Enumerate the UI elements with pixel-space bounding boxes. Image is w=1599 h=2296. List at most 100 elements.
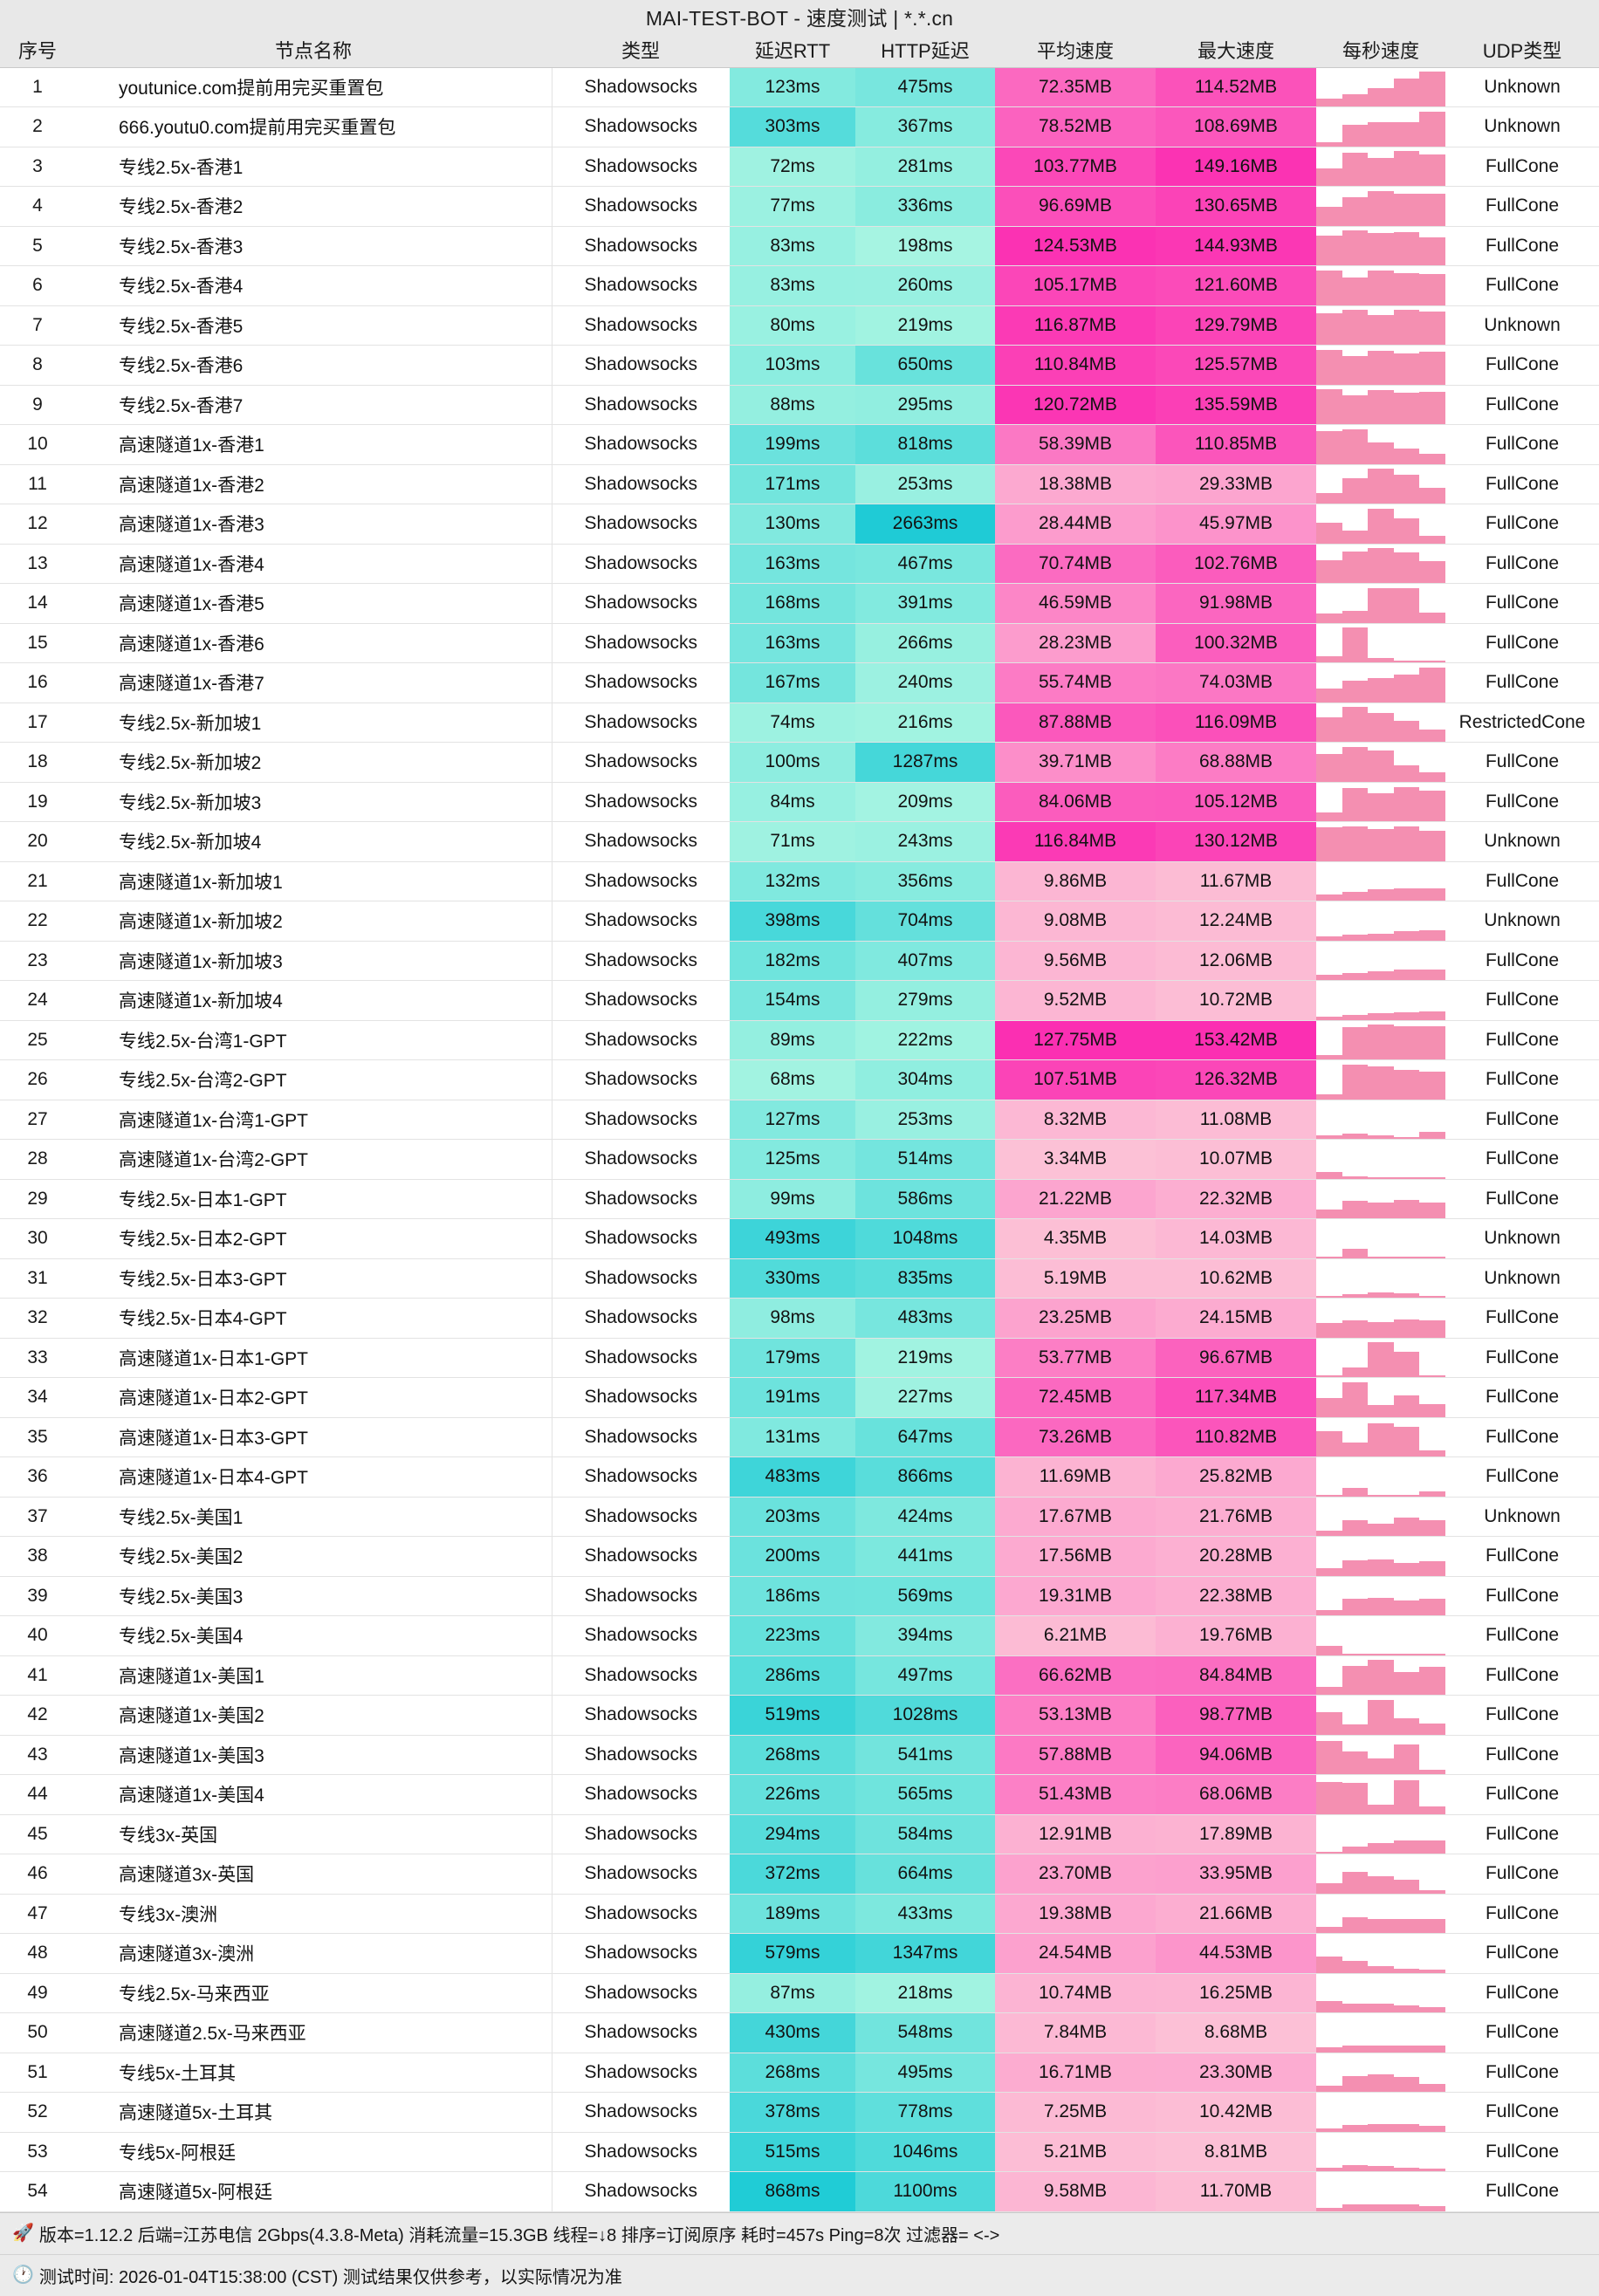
cell-avg-speed: 105.17MB [995,265,1156,306]
table-row[interactable]: 13 高速隧道1x-香港4 Shadowsocks 163ms 467ms 70.74MB… [0,544,1599,584]
table-row[interactable]: 4 专线2.5x-香港2 Shadowsocks 77ms 336ms 96.69MB 13… [0,186,1599,227]
table-row[interactable]: 54 高速隧道5x-阿根廷 Shadowsocks 868ms 1100ms 9.58MB… [0,2171,1599,2212]
cell-rtt: 72ms [730,147,855,187]
table-row[interactable]: 42 高速隧道1x-美国2 Shadowsocks 519ms 1028ms 53.13M… [0,1695,1599,1736]
table-body: 1 youtunice.com提前用完买重置包 Shadowsocks 123ms 47… [0,67,1599,2212]
table-row[interactable]: 32 专线2.5x-日本4-GPT Shadowsocks 98ms 483ms 23.2… [0,1298,1599,1339]
speedtest-results-table: 序号 节点名称 类型 延迟RTT HTTP延迟 平均速度 最大速度 每秒速度 U… [0,33,1599,2212]
table-row[interactable]: 44 高速隧道1x-美国4 Shadowsocks 226ms 565ms 51.43MB… [0,1774,1599,1815]
table-row[interactable]: 7 专线2.5x-香港5 Shadowsocks 80ms 219ms 116.87MB 1… [0,305,1599,346]
table-row[interactable]: 18 专线2.5x-新加坡2 Shadowsocks 100ms 1287ms 39.71… [0,742,1599,783]
column-header-udp-type[interactable]: UDP类型 [1445,33,1599,68]
table-row[interactable]: 3 专线2.5x-香港1 Shadowsocks 72ms 281ms 103.77MB 1… [0,147,1599,187]
sparkline-bar [1419,72,1445,106]
cell-avg-speed: 57.88MB [995,1735,1156,1775]
table-row[interactable]: 10 高速隧道1x-香港1 Shadowsocks 199ms 818ms 58.39MB… [0,424,1599,465]
cell-type: Shadowsocks [552,821,730,862]
table-row[interactable]: 8 专线2.5x-香港6 Shadowsocks 103ms 650ms 110.84MB… [0,345,1599,386]
cell-udp-type: FullCone [1445,226,1599,266]
table-row[interactable]: 17 专线2.5x-新加坡1 Shadowsocks 74ms 216ms 87.88MB… [0,703,1599,743]
table-row[interactable]: 24 高速隧道1x-新加坡4 Shadowsocks 154ms 279ms 9.52MB… [0,980,1599,1021]
table-row[interactable]: 9 专线2.5x-香港7 Shadowsocks 88ms 295ms 120.72MB 1… [0,385,1599,425]
column-header-avg-speed[interactable]: 平均速度 [995,33,1156,68]
cell-rtt: 179ms [730,1338,855,1378]
cell-avg-speed: 23.70MB [995,1854,1156,1895]
table-row[interactable]: 46 高速隧道3x-英国 Shadowsocks 372ms 664ms 23.70MB 3… [0,1854,1599,1895]
column-header-type[interactable]: 类型 [552,33,730,68]
table-row[interactable]: 50 高速隧道2.5x-马来西亚 Shadowsocks 430ms 548ms 7.84… [0,2012,1599,2053]
cell-avg-speed: 19.31MB [995,1576,1156,1616]
table-row[interactable]: 20 专线2.5x-新加坡4 Shadowsocks 71ms 243ms 116.84M… [0,821,1599,862]
sparkline-bar [1342,153,1369,186]
cell-udp-type: FullCone [1445,742,1599,783]
table-row[interactable]: 49 专线2.5x-马来西亚 Shadowsocks 87ms 218ms 10.74MB… [0,1973,1599,2013]
table-row[interactable]: 23 高速隧道1x-新加坡3 Shadowsocks 182ms 407ms 9.56MB… [0,941,1599,981]
table-row[interactable]: 11 高速隧道1x-香港2 Shadowsocks 171ms 253ms 18.38MB… [0,464,1599,504]
table-row[interactable]: 35 高速隧道1x-日本3-GPT Shadowsocks 131ms 647ms 73.… [0,1417,1599,1457]
table-row[interactable]: 19 专线2.5x-新加坡3 Shadowsocks 84ms 209ms 84.06MB… [0,782,1599,822]
column-header-rtt[interactable]: 延迟RTT [730,33,855,68]
table-row[interactable]: 26 专线2.5x-台湾2-GPT Shadowsocks 68ms 304ms 107.… [0,1059,1599,1100]
sparkline-bar [1393,310,1420,345]
table-row[interactable]: 41 高速隧道1x-美国1 Shadowsocks 286ms 497ms 66.62MB… [0,1655,1599,1696]
cell-index: 51 [0,2053,75,2093]
table-row[interactable]: 22 高速隧道1x-新加坡2 Shadowsocks 398ms 704ms 9.08MB… [0,901,1599,942]
column-header-http-delay[interactable]: HTTP延迟 [855,33,995,68]
cell-udp-type: Unknown [1445,1258,1599,1299]
cell-rtt: 168ms [730,583,855,624]
cell-per-second-sparkline [1316,2053,1445,2093]
cell-type: Shadowsocks [552,385,730,425]
table-row[interactable]: 47 专线3x-澳洲 Shadowsocks 189ms 433ms 19.38MB 21.… [0,1894,1599,1934]
table-row[interactable]: 37 专线2.5x-美国1 Shadowsocks 203ms 424ms 17.67MB… [0,1497,1599,1537]
table-row[interactable]: 38 专线2.5x-美国2 Shadowsocks 200ms 441ms 17.56MB… [0,1536,1599,1577]
table-row[interactable]: 30 专线2.5x-日本2-GPT Shadowsocks 493ms 1048ms 4.… [0,1218,1599,1259]
table-row[interactable]: 33 高速隧道1x-日本1-GPT Shadowsocks 179ms 219ms 53.… [0,1338,1599,1378]
table-row[interactable]: 1 youtunice.com提前用完买重置包 Shadowsocks 123ms 47… [0,67,1599,107]
sparkline-bar [1316,141,1342,147]
rocket-icon: 🚀 [12,2224,34,2243]
table-row[interactable]: 36 高速隧道1x-日本4-GPT Shadowsocks 483ms 866ms 11.… [0,1456,1599,1498]
table-row[interactable]: 34 高速隧道1x-日本2-GPT Shadowsocks 191ms 227ms 72.… [0,1377,1599,1418]
column-header-per-second-speed[interactable]: 每秒速度 [1316,33,1445,68]
cell-avg-speed: 72.35MB [995,67,1156,107]
sparkline-bar [1393,1352,1420,1377]
sparkline-bar [1419,1025,1445,1059]
table-row[interactable]: 52 高速隧道5x-土耳其 Shadowsocks 378ms 778ms 7.25MB 1… [0,2092,1599,2133]
table-row[interactable]: 5 专线2.5x-香港3 Shadowsocks 83ms 198ms 124.53MB 1… [0,226,1599,266]
table-row[interactable]: 48 高速隧道3x-澳洲 Shadowsocks 579ms 1347ms 24.54MB… [0,1933,1599,1974]
table-row[interactable]: 27 高速隧道1x-台湾1-GPT Shadowsocks 127ms 253ms 8.3… [0,1100,1599,1140]
cell-max-speed: 16.25MB [1156,1973,1316,2013]
sparkline-bar [1419,1176,1445,1179]
sparkline-bar [1316,389,1342,424]
column-header-index[interactable]: 序号 [0,33,75,68]
table-row[interactable]: 39 专线2.5x-美国3 Shadowsocks 186ms 569ms 19.31MB… [0,1576,1599,1616]
table-row[interactable]: 25 专线2.5x-台湾1-GPT Shadowsocks 89ms 222ms 127.… [0,1020,1599,1060]
table-row[interactable]: 16 高速隧道1x-香港7 Shadowsocks 167ms 240ms 55.74MB… [0,662,1599,703]
table-row[interactable]: 40 专线2.5x-美国4 Shadowsocks 223ms 394ms 6.21MB 1… [0,1615,1599,1656]
table-row[interactable]: 12 高速隧道1x-香港3 Shadowsocks 130ms 2663ms 28.44M… [0,504,1599,545]
table-row[interactable]: 51 专线5x-土耳其 Shadowsocks 268ms 495ms 16.71MB 23… [0,2053,1599,2093]
column-header-max-speed[interactable]: 最大速度 [1156,33,1316,68]
cell-udp-type: FullCone [1445,1695,1599,1736]
cell-max-speed: 21.76MB [1156,1497,1316,1537]
sparkline-bar [1342,124,1369,147]
cell-http-delay: 304ms [855,1059,995,1100]
table-row[interactable]: 15 高速隧道1x-香港6 Shadowsocks 163ms 266ms 28.23MB… [0,623,1599,663]
table-row[interactable]: 28 高速隧道1x-台湾2-GPT Shadowsocks 125ms 514ms 3.3… [0,1139,1599,1180]
cell-avg-speed: 55.74MB [995,662,1156,703]
table-row[interactable]: 31 专线2.5x-日本3-GPT Shadowsocks 330ms 835ms 5.1… [0,1258,1599,1299]
sparkline-bar [1316,1957,1342,1973]
table-row[interactable]: 45 专线3x-英国 Shadowsocks 294ms 584ms 12.91MB 17.… [0,1814,1599,1854]
table-row[interactable]: 29 专线2.5x-日本1-GPT Shadowsocks 99ms 586ms 21.2… [0,1179,1599,1219]
table-row[interactable]: 6 专线2.5x-香港4 Shadowsocks 83ms 260ms 105.17MB 1… [0,265,1599,306]
column-header-node-name[interactable]: 节点名称 [75,33,552,68]
table-row[interactable]: 2 666.youtu0.com提前用完买重置包 Shadowsocks 303ms 3… [0,106,1599,147]
table-row[interactable]: 14 高速隧道1x-香港5 Shadowsocks 168ms 391ms 46.59MB… [0,583,1599,624]
cell-max-speed: 135.59MB [1156,385,1316,425]
table-row[interactable]: 53 专线5x-阿根廷 Shadowsocks 515ms 1046ms 5.21MB 8.… [0,2132,1599,2172]
cell-rtt: 286ms [730,1655,855,1696]
cell-max-speed: 121.60MB [1156,265,1316,306]
table-row[interactable]: 43 高速隧道1x-美国3 Shadowsocks 268ms 541ms 57.88MB… [0,1735,1599,1775]
cell-per-second-sparkline [1316,106,1445,147]
table-row[interactable]: 21 高速隧道1x-新加坡1 Shadowsocks 132ms 356ms 9.86MB… [0,861,1599,901]
